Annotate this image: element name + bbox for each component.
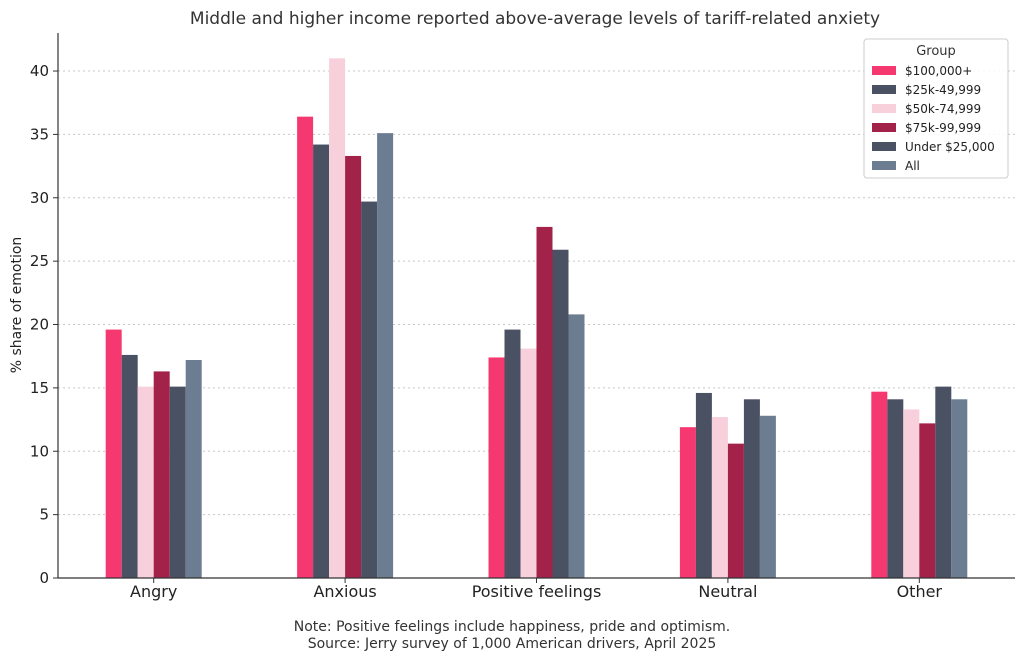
y-tick-label-5: 5 bbox=[39, 506, 49, 524]
bar-neutral-series-4 bbox=[743, 399, 760, 578]
legend-swatch-4 bbox=[872, 142, 896, 151]
bar-angry-series-5 bbox=[185, 360, 202, 578]
bar-angry-series-1 bbox=[121, 354, 138, 578]
y-tick-label-0: 0 bbox=[39, 569, 49, 587]
bar-anxious-series-1 bbox=[313, 144, 330, 578]
bar-anxious-series-2 bbox=[329, 58, 346, 579]
legend-label-1: $25k-49,999 bbox=[905, 83, 981, 97]
legend-title: Group bbox=[916, 44, 956, 59]
y-tick-label-25: 25 bbox=[30, 252, 49, 270]
y-tick-label-10: 10 bbox=[30, 442, 49, 460]
bars bbox=[105, 58, 968, 579]
axes bbox=[53, 33, 1015, 583]
legend-label-0: $100,000+ bbox=[905, 64, 972, 78]
y-tick-label-30: 30 bbox=[30, 189, 49, 207]
bar-positive-feelings-series-3 bbox=[536, 226, 553, 578]
bar-other-series-2 bbox=[903, 409, 920, 578]
y-tick-label-35: 35 bbox=[30, 125, 49, 143]
bar-positive-feelings-series-0 bbox=[488, 357, 505, 578]
legend-label-3: $75k-99,999 bbox=[905, 121, 981, 135]
legend-swatch-5 bbox=[872, 161, 896, 170]
legend-label-2: $50k-74,999 bbox=[905, 102, 981, 116]
bar-positive-feelings-series-1 bbox=[504, 329, 521, 578]
y-tick-label-15: 15 bbox=[30, 379, 49, 397]
bar-angry-series-3 bbox=[153, 371, 170, 578]
y-tick-label-20: 20 bbox=[30, 316, 49, 334]
bar-anxious-series-5 bbox=[377, 133, 394, 578]
bar-other-series-3 bbox=[919, 423, 936, 578]
legend-label-5: All bbox=[905, 159, 920, 173]
bar-angry-series-4 bbox=[169, 386, 186, 578]
bar-other-series-0 bbox=[871, 391, 888, 578]
bar-anxious-series-0 bbox=[297, 116, 314, 579]
x-tick-label-2: Positive feelings bbox=[472, 582, 602, 601]
bar-anxious-series-4 bbox=[361, 201, 378, 578]
legend-swatch-2 bbox=[872, 104, 896, 113]
legend-swatch-3 bbox=[872, 123, 896, 132]
chart-title: Middle and higher income reported above-… bbox=[190, 9, 880, 29]
chart-note: Note: Positive feelings include happines… bbox=[294, 619, 730, 635]
legend: Group $100,000+ $25k-49,999 $50k-74,999 $75k… bbox=[863, 38, 1009, 179]
y-tick-label-40: 40 bbox=[30, 62, 49, 80]
legend-label-4: Under $25,000 bbox=[905, 140, 995, 154]
legend-swatch-0 bbox=[872, 66, 896, 75]
y-axis-label: % share of emotion bbox=[9, 237, 25, 374]
legend-swatch-1 bbox=[872, 85, 896, 94]
bar-other-series-5 bbox=[951, 399, 968, 578]
bar-angry-series-2 bbox=[137, 386, 154, 578]
bar-positive-feelings-series-5 bbox=[568, 314, 585, 578]
bar-neutral-series-0 bbox=[679, 427, 696, 578]
bar-anxious-series-3 bbox=[345, 155, 362, 578]
bar-neutral-series-5 bbox=[759, 415, 776, 578]
x-tick-label-0: Angry bbox=[130, 582, 177, 601]
bar-angry-series-0 bbox=[105, 329, 122, 578]
bar-neutral-series-2 bbox=[711, 417, 728, 578]
x-tick-label-4: Other bbox=[897, 582, 943, 601]
x-tick-label-3: Neutral bbox=[698, 582, 757, 601]
bar-neutral-series-1 bbox=[695, 392, 712, 578]
x-tick-labels: Angry Anxious Positive feelings Neutral Othe… bbox=[130, 582, 942, 601]
legend-box bbox=[863, 38, 1009, 179]
bar-positive-feelings-series-4 bbox=[552, 249, 569, 579]
bar-other-series-1 bbox=[887, 399, 904, 578]
chart-source: Source: Jerry survey of 1,000 American d… bbox=[308, 636, 717, 652]
bar-positive-feelings-series-2 bbox=[520, 348, 537, 578]
x-tick-label-1: Anxious bbox=[313, 582, 376, 601]
bar-neutral-series-3 bbox=[727, 443, 744, 578]
y-tick-labels: 0 5 10 15 20 25 30 35 40 bbox=[30, 62, 49, 587]
bar-other-series-4 bbox=[935, 386, 952, 578]
